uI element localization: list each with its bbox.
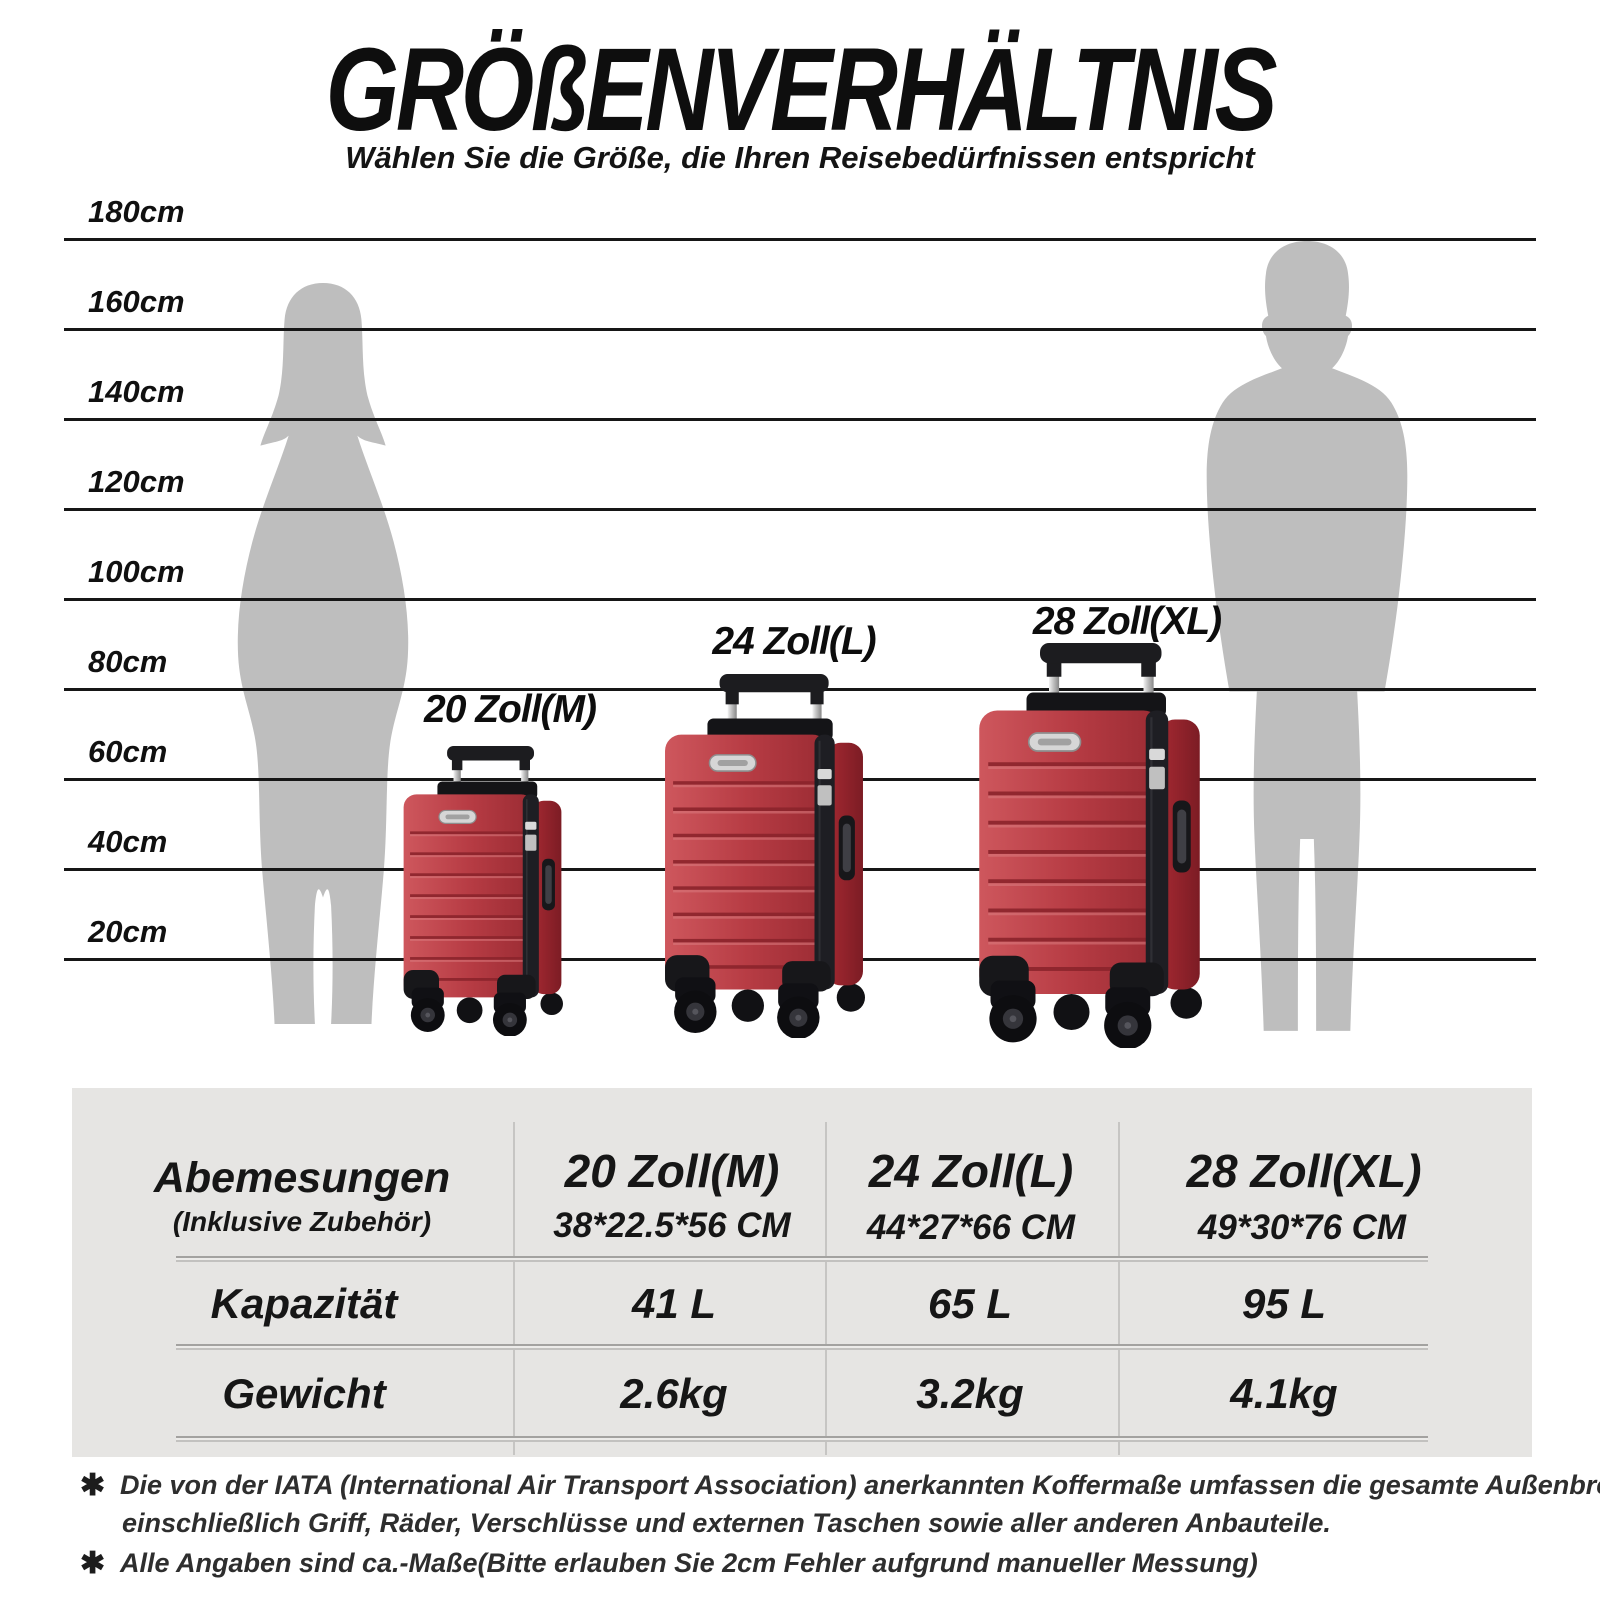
size-label-m: 20 Zoll(M) <box>424 688 597 731</box>
footnote-1-line-2: einschließlich Griff, Räder, Verschlüsse… <box>122 1508 1331 1538</box>
scale-label-80cm: 80cm <box>88 644 168 679</box>
scale-label-20cm: 20cm <box>88 914 168 949</box>
footnote-1-marker: ✱ <box>80 1469 106 1502</box>
footnote-2-text: Alle Angaben sind ca.-Maße(Bitte erlaube… <box>120 1548 1258 1578</box>
col-dims-xl: 49*30*76 CM <box>1197 1208 1407 1247</box>
value-gewicht-xl: 4.1kg <box>1230 1370 1338 1417</box>
scale-label-140cm: 140cm <box>88 374 185 409</box>
scale-line-140cm <box>64 418 1536 421</box>
scale-label-160cm: 160cm <box>88 284 185 319</box>
value-kapazitaet-xl: 95 L <box>1241 1280 1327 1327</box>
footnote-1-line-1: Die von der IATA (International Air Tran… <box>120 1470 1600 1500</box>
spec-header-label: Abemesungen <box>153 1154 451 1202</box>
col-dims-l: 44*27*66 CM <box>866 1208 1076 1247</box>
col-header-xl: 28 Zoll(XL) <box>1186 1145 1422 1197</box>
size-label-xl: 28 Zoll(XL) <box>1032 600 1222 643</box>
scale-label-100cm: 100cm <box>88 554 185 589</box>
suitcase-l <box>663 674 865 1038</box>
scale-line-120cm <box>64 508 1536 511</box>
col-header-m: 20 Zoll(M) <box>564 1145 780 1197</box>
column-divider <box>825 1122 827 1455</box>
row-label-kapazitaet: Kapazität <box>210 1280 398 1327</box>
row-divider <box>176 1256 1428 1262</box>
footnote-2-marker: ✱ <box>80 1547 106 1580</box>
suitcase-xl <box>977 643 1202 1048</box>
male-silhouette <box>1206 241 1408 1031</box>
value-kapazitaet-l: 65 L <box>927 1280 1013 1327</box>
suitcase-m <box>402 746 563 1036</box>
female-silhouette <box>237 283 409 1024</box>
scale-label-180cm: 180cm <box>88 194 185 229</box>
column-divider <box>1118 1122 1120 1455</box>
scale-label-60cm: 60cm <box>88 734 168 769</box>
scale-label-120cm: 120cm <box>88 464 185 499</box>
row-label-gewicht: Gewicht <box>222 1370 386 1417</box>
page-title: GRÖßENVERHÄLTNIS <box>325 24 1278 156</box>
scale-line-100cm <box>64 598 1536 601</box>
spec-table: Abemesungen (Inklusive Zubehör) 20 Zoll(… <box>72 1088 1532 1457</box>
value-gewicht-l: 3.2kg <box>916 1370 1024 1417</box>
size-label-l: 24 Zoll(L) <box>712 620 876 663</box>
row-divider <box>176 1344 1428 1350</box>
value-kapazitaet-m: 41 L <box>631 1280 717 1327</box>
scale-label-40cm: 40cm <box>88 824 168 859</box>
scale-line-180cm <box>64 238 1536 241</box>
col-header-l: 24 Zoll(L) <box>868 1145 1074 1197</box>
col-dims-m: 38*22.5*56 CM <box>553 1206 791 1245</box>
page-subtitle: Wählen Sie die Größe, die Ihren Reisebed… <box>345 140 1255 175</box>
value-gewicht-m: 2.6kg <box>620 1370 728 1417</box>
column-divider <box>513 1122 515 1455</box>
scale-line-160cm <box>64 328 1536 331</box>
spec-header-sub: (Inklusive Zubehör) <box>172 1206 432 1237</box>
row-divider <box>176 1436 1428 1442</box>
